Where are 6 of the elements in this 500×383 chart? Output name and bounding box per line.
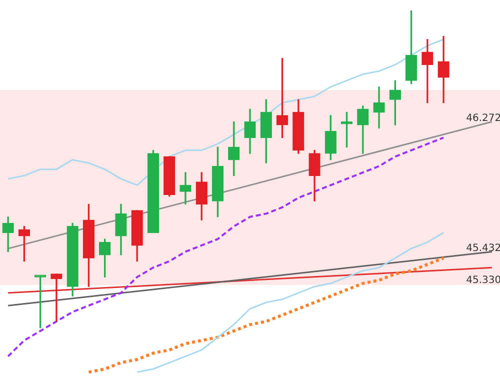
candlestick (438, 36, 450, 104)
candlestick (50, 274, 62, 322)
annotation: 46.272 (466, 113, 500, 124)
candlestick (180, 172, 192, 205)
annotation: 45.432 (466, 243, 500, 254)
candlestick (373, 86, 385, 128)
